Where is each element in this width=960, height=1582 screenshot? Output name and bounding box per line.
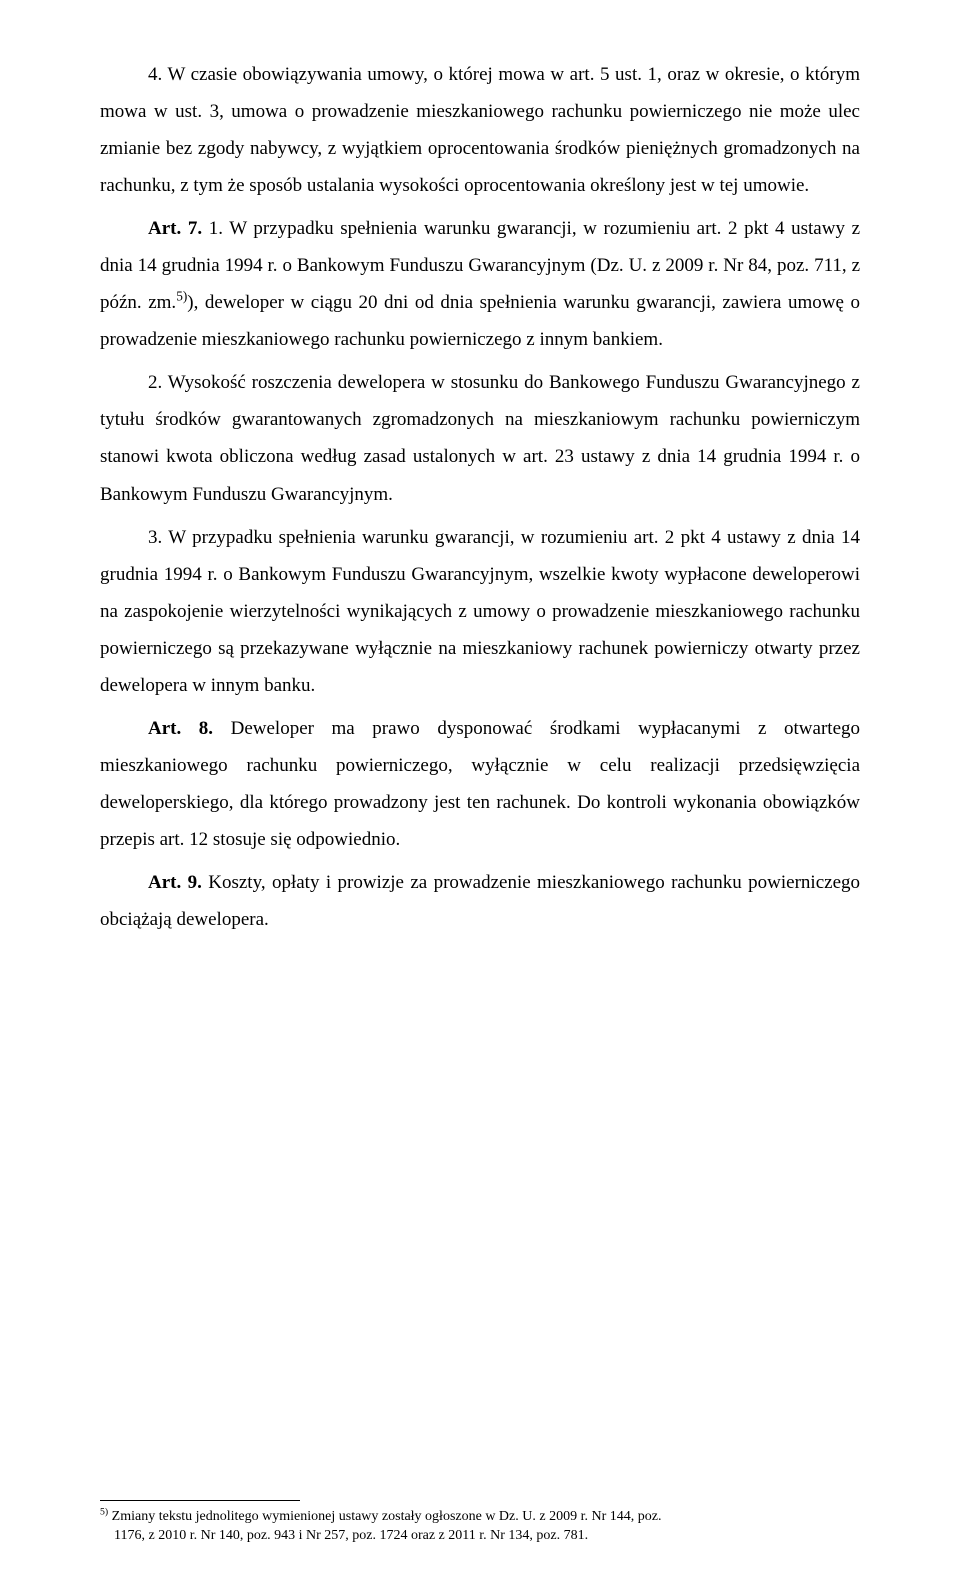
paragraph-art-8: Art. 8. Deweloper ma prawo dysponować śr… [100,710,860,858]
footnote-marker-5: 5) [100,1506,108,1517]
footnote-5: 5) Zmiany tekstu jednolitego wymienionej… [100,1507,860,1546]
article-9-text: Koszty, opłaty i prowizje za prowadzenie… [100,872,860,930]
article-label-9: Art. 9. [148,872,202,893]
paragraph-art-7: Art. 7. 1. W przypadku spełnienia warunk… [100,210,860,358]
paragraph-art-7-3: 3. W przypadku spełnienia warunku gwaran… [100,519,860,704]
article-label-7: Art. 7. [148,218,202,239]
paragraph-art-9: Art. 9. Koszty, opłaty i prowizje za pro… [100,864,860,938]
footnote-block: 5) Zmiany tekstu jednolitego wymienionej… [100,1500,860,1546]
footnote-ref-5: 5) [176,289,187,304]
article-7-text-b: ), deweloper w ciągu 20 dni od dnia speł… [100,292,860,350]
paragraph-art-7-2: 2. Wysokość roszczenia dewelopera w stos… [100,364,860,512]
footnote-5-line1: Zmiany tekstu jednolitego wymienionej us… [108,1509,661,1524]
footnote-separator [100,1500,300,1501]
document-page: 4. W czasie obowiązywania umowy, o które… [0,0,960,1582]
article-label-8: Art. 8. [148,718,213,739]
footnote-5-line2: 1176, z 2010 r. Nr 140, poz. 943 i Nr 25… [114,1528,588,1543]
article-8-text: Deweloper ma prawo dysponować środkami w… [100,718,860,850]
paragraph-art-continuation: 4. W czasie obowiązywania umowy, o które… [100,56,860,204]
